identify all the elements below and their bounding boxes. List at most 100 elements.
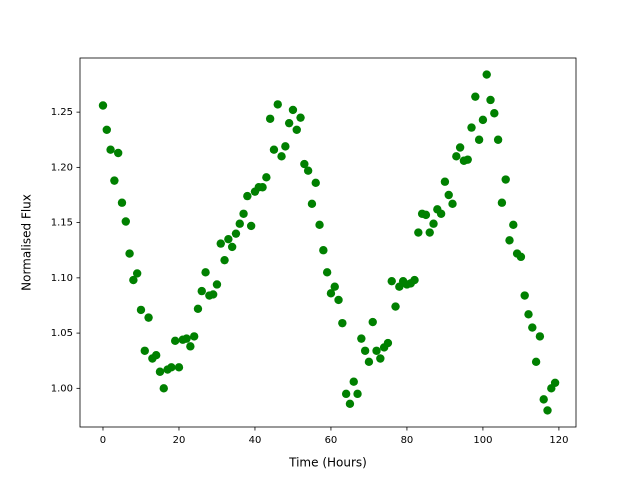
point — [364, 357, 374, 367]
point — [269, 145, 279, 154]
point — [281, 142, 290, 151]
point — [319, 246, 328, 255]
point — [509, 220, 518, 230]
point — [497, 198, 507, 207]
x-tick-label: 40 — [249, 435, 262, 446]
point — [151, 350, 161, 360]
x-tick-label: 100 — [473, 435, 492, 446]
point — [528, 323, 537, 332]
point — [505, 236, 514, 245]
point — [535, 332, 545, 341]
point — [516, 252, 526, 262]
point — [167, 363, 176, 372]
x-tick-label: 60 — [325, 435, 338, 446]
point — [121, 217, 130, 226]
point — [490, 109, 499, 118]
point — [452, 152, 461, 161]
point — [273, 100, 282, 109]
point — [284, 118, 294, 128]
point — [140, 346, 149, 355]
point — [170, 336, 180, 346]
point — [186, 342, 195, 351]
point — [208, 290, 218, 299]
point — [368, 317, 377, 327]
point — [277, 152, 286, 161]
point — [478, 115, 488, 125]
point — [387, 276, 396, 286]
point — [212, 280, 222, 289]
point — [98, 101, 108, 110]
point — [227, 242, 237, 252]
point — [360, 346, 370, 355]
y-tick-label: 1.15 — [51, 218, 73, 229]
point — [106, 145, 115, 154]
point — [421, 210, 431, 220]
point — [155, 367, 165, 376]
point — [265, 114, 275, 123]
point — [414, 228, 423, 237]
point — [326, 289, 336, 298]
point — [102, 125, 111, 135]
point — [258, 183, 267, 192]
point — [543, 406, 552, 415]
point — [300, 159, 309, 169]
point — [110, 176, 119, 185]
point — [174, 363, 184, 372]
point — [243, 191, 252, 201]
point — [349, 377, 358, 386]
point — [474, 135, 484, 144]
point — [216, 239, 225, 248]
point — [550, 378, 560, 388]
point — [467, 123, 476, 132]
y-tick-label: 1.05 — [51, 328, 73, 339]
y-tick-label: 1.20 — [51, 162, 73, 173]
point — [231, 229, 241, 238]
plot-frame — [79, 57, 577, 428]
point — [239, 209, 248, 218]
point — [303, 166, 313, 175]
point — [338, 318, 347, 328]
point — [197, 286, 206, 296]
point — [330, 282, 339, 291]
x-tick-label: 20 — [173, 435, 186, 446]
point — [501, 175, 510, 184]
point — [482, 70, 491, 79]
point — [315, 220, 324, 230]
point — [341, 389, 351, 399]
x-axis-label: Time (Hours) — [288, 456, 367, 470]
point — [193, 304, 203, 313]
point — [136, 305, 146, 315]
point — [440, 177, 450, 186]
point — [288, 105, 298, 115]
point — [410, 275, 419, 285]
point — [520, 291, 529, 300]
point — [425, 228, 434, 237]
point — [436, 209, 446, 218]
point — [372, 346, 381, 355]
x-tick-label: 0 — [100, 435, 106, 446]
point — [144, 313, 153, 322]
point — [117, 198, 127, 207]
point — [224, 234, 233, 244]
point — [322, 268, 332, 277]
point — [311, 178, 320, 188]
point — [455, 143, 465, 152]
point — [524, 310, 533, 319]
point — [486, 95, 495, 105]
point — [182, 334, 191, 343]
point — [307, 199, 317, 209]
point — [376, 354, 385, 363]
point — [448, 199, 457, 209]
x-tick-label: 120 — [549, 435, 568, 446]
point — [292, 125, 301, 135]
y-tick-label: 1.00 — [51, 383, 73, 394]
point — [262, 173, 271, 182]
point — [539, 395, 548, 404]
y-tick-label: 1.10 — [51, 273, 73, 284]
point — [189, 332, 199, 341]
point — [353, 389, 362, 399]
point — [235, 219, 244, 228]
point — [129, 275, 138, 285]
point — [345, 399, 355, 408]
